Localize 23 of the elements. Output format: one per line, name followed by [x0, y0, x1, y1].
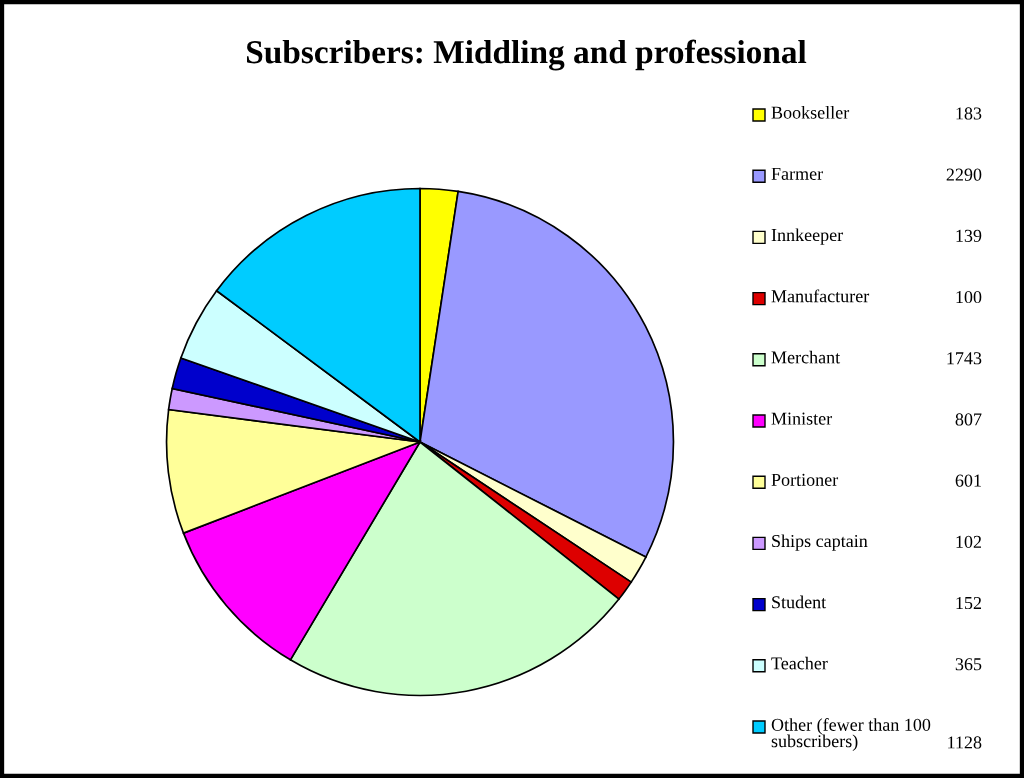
legend-label: Ships captain	[772, 534, 868, 551]
data-label: 102	[956, 535, 981, 548]
data-label: 807	[955, 413, 982, 426]
data-label: 365	[955, 658, 982, 671]
data-label: 2290	[946, 168, 982, 181]
legend-label: Innkeeper	[771, 228, 844, 245]
data-label: 1128	[948, 736, 982, 749]
legend-label: Teacher	[771, 656, 828, 670]
data-label: 1743	[947, 352, 982, 365]
legend-label: Student	[772, 595, 827, 609]
legend-label: Manufacturer	[771, 289, 870, 303]
legend-label: Farmer	[771, 167, 823, 180]
data-label: 183	[956, 107, 982, 120]
legend-label: Other (fewer than 100 subscribers)	[771, 718, 931, 751]
legend-label: Merchant	[771, 350, 841, 364]
data-label: 152	[956, 596, 981, 610]
legend-label: Portioner	[771, 473, 839, 486]
legend-label: Bookseller	[771, 106, 850, 119]
legend-label: Minister	[771, 412, 833, 425]
chart-title: Subscribers: Middling and professional	[247, 39, 807, 71]
data-label: 100	[956, 290, 982, 304]
data-label: 139	[956, 229, 982, 242]
data-label: 601	[955, 474, 981, 487]
